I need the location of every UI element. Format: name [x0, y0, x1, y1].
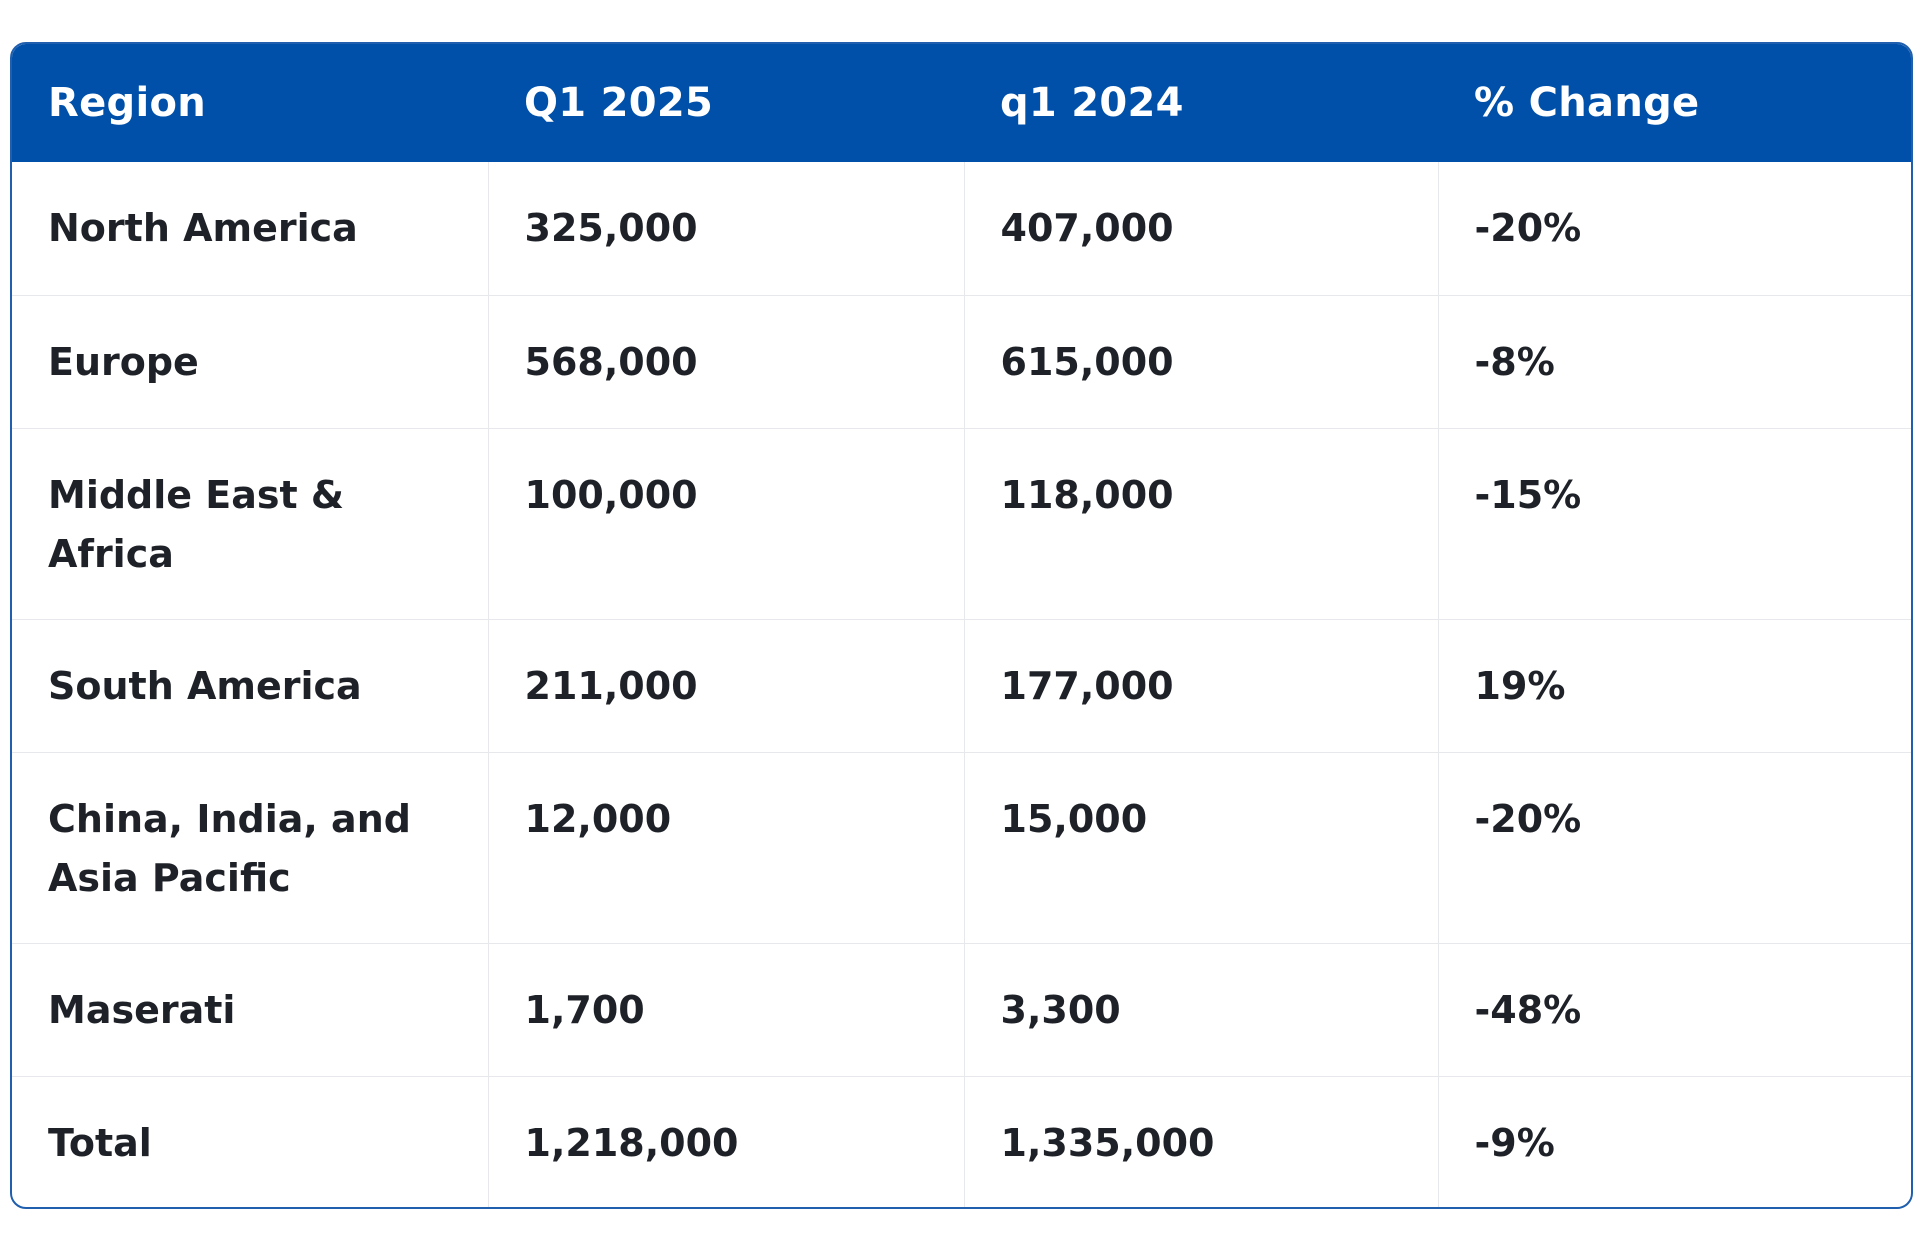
- region-cell: Total: [12, 1076, 489, 1207]
- region-cell: South America: [12, 619, 489, 753]
- q1-2025-cell: 1,218,000: [488, 1076, 965, 1207]
- table-row: South America 211,000 177,000 19%: [12, 619, 1911, 753]
- table-header: Region Q1 2025 q1 2024 % Change: [12, 44, 1911, 162]
- q1-2025-cell: 100,000: [488, 428, 965, 620]
- change-cell: -15%: [1438, 428, 1911, 620]
- change-cell: -9%: [1474, 1120, 1555, 1165]
- table-row: Europe 568,000 615,000 -8%: [12, 295, 1911, 429]
- header-q1-2025: Q1 2025: [488, 44, 964, 162]
- q1-2024-cell: 1,335,000: [964, 1076, 1439, 1207]
- q1-2024-cell: 177,000: [964, 619, 1439, 753]
- sales-table-container: Region Q1 2025 q1 2024 % Change North Am…: [10, 42, 1913, 1209]
- change-cell: -48%: [1438, 943, 1911, 1077]
- q1-2024-cell: 15,000: [964, 752, 1439, 944]
- q1-2025-cell: 12,000: [488, 752, 965, 944]
- region-cell: North America: [12, 162, 489, 296]
- sales-table: Region Q1 2025 q1 2024 % Change North Am…: [12, 44, 1911, 1207]
- header-q1-2024: q1 2024: [964, 44, 1438, 162]
- region-cell: China, India, and Asia Pacific: [12, 752, 489, 944]
- q1-2024-cell: 118,000: [964, 428, 1439, 620]
- table-row: North America 325,000 407,000 -20%: [12, 162, 1911, 296]
- table-row: Middle East & Africa 100,000 118,000 -15…: [12, 428, 1911, 620]
- q1-2024-cell: 3,300: [964, 943, 1439, 1077]
- change-cell: 19%: [1438, 619, 1911, 753]
- table-row: Total 1,218,000 1,335,000 -9%: [12, 1076, 1911, 1207]
- q1-2025-cell: 568,000: [488, 295, 965, 429]
- header-region: Region: [12, 44, 488, 162]
- q1-2025-cell: 325,000: [488, 162, 965, 296]
- change-cell: -20%: [1438, 752, 1911, 944]
- q1-2025-cell: 1,700: [488, 943, 965, 1077]
- region-cell: Middle East & Africa: [12, 428, 489, 620]
- table-row: Maserati 1,700 3,300 -48%: [12, 943, 1911, 1077]
- region-cell: Europe: [12, 295, 489, 429]
- table-body: North America 325,000 407,000 -20% Europ…: [12, 162, 1911, 1207]
- region-cell: Maserati: [12, 943, 489, 1077]
- header-percent-change: % Change: [1438, 44, 1911, 162]
- q1-2024-cell: 407,000: [964, 162, 1439, 296]
- q1-2024-cell: 615,000: [964, 295, 1439, 429]
- table-row: China, India, and Asia Pacific 12,000 15…: [12, 752, 1911, 944]
- change-cell: -20%: [1438, 162, 1911, 296]
- change-cell: -8%: [1438, 295, 1911, 429]
- q1-2025-cell: 211,000: [488, 619, 965, 753]
- header-row: Region Q1 2025 q1 2024 % Change: [12, 44, 1911, 162]
